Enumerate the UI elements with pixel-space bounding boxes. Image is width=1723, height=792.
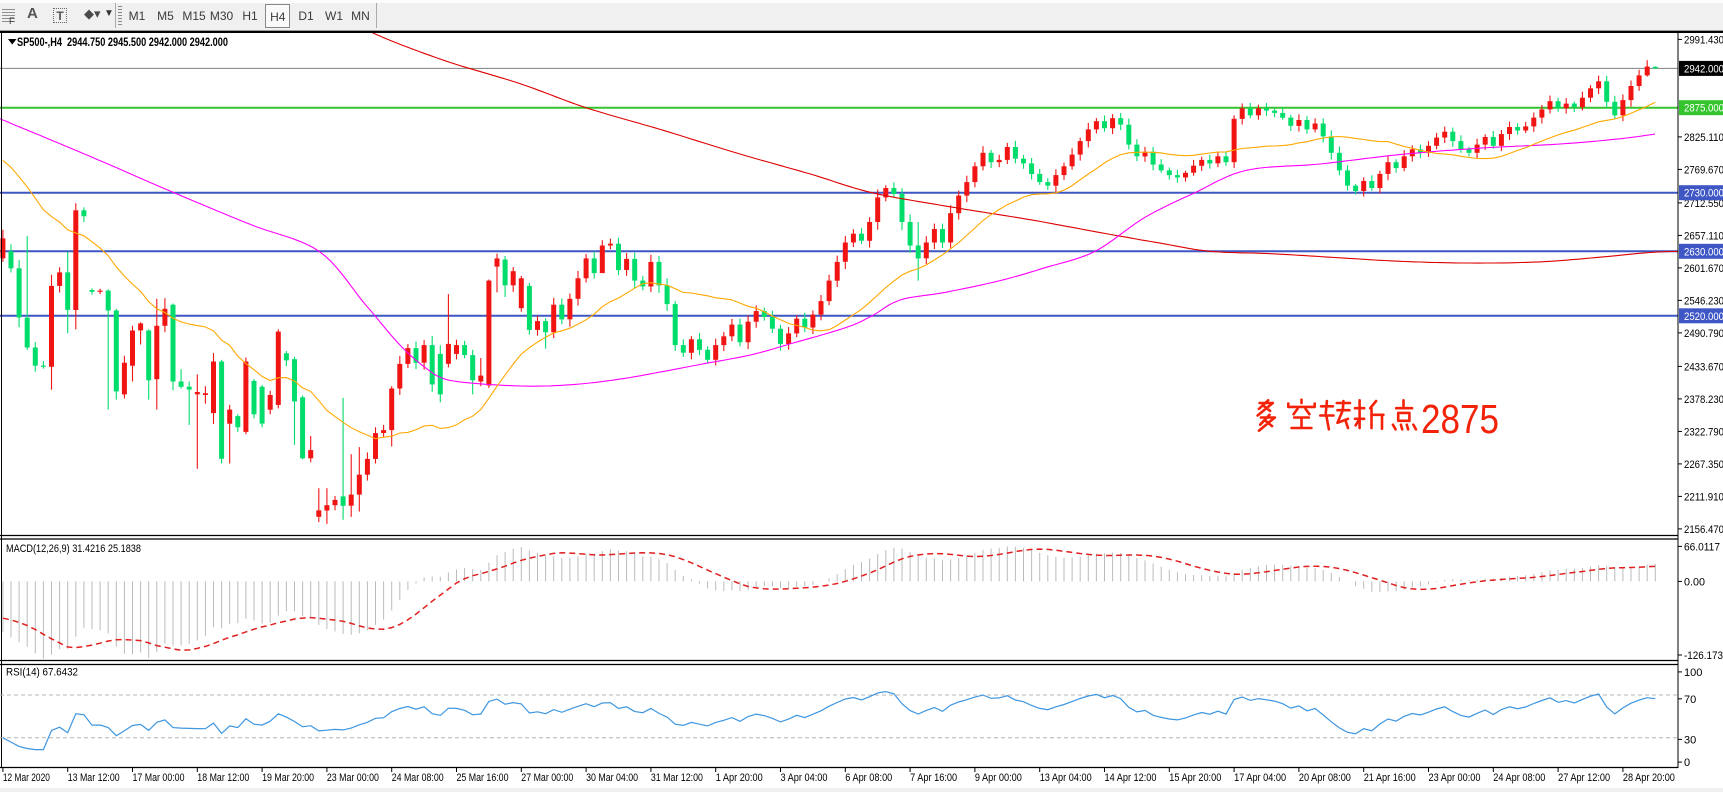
svg-text:100: 100 bbox=[1684, 667, 1702, 679]
svg-text:19 Mar 20:00: 19 Mar 20:00 bbox=[262, 772, 314, 784]
svg-text:24 Mar 08:00: 24 Mar 08:00 bbox=[392, 772, 444, 784]
svg-text:2433.670: 2433.670 bbox=[1684, 361, 1723, 373]
svg-text:2490.790: 2490.790 bbox=[1684, 328, 1723, 340]
svg-text:24 Apr 08:00: 24 Apr 08:00 bbox=[1493, 772, 1545, 784]
svg-text:20 Apr 08:00: 20 Apr 08:00 bbox=[1299, 772, 1351, 784]
svg-text:27 Mar 00:00: 27 Mar 00:00 bbox=[521, 772, 573, 784]
svg-text:3 Apr 04:00: 3 Apr 04:00 bbox=[781, 772, 828, 784]
svg-text:6 Apr 08:00: 6 Apr 08:00 bbox=[845, 772, 892, 784]
svg-text:2875: 2875 bbox=[1421, 396, 1499, 442]
svg-text:2378.230: 2378.230 bbox=[1684, 394, 1723, 406]
svg-text:17 Mar 00:00: 17 Mar 00:00 bbox=[133, 772, 185, 784]
svg-text:0.00: 0.00 bbox=[1684, 576, 1705, 588]
svg-text:7 Apr 16:00: 7 Apr 16:00 bbox=[910, 772, 957, 784]
svg-text:2730.000: 2730.000 bbox=[1684, 188, 1723, 200]
svg-text:23 Mar 00:00: 23 Mar 00:00 bbox=[327, 772, 379, 784]
svg-text:28 Apr 20:00: 28 Apr 20:00 bbox=[1623, 772, 1675, 784]
svg-text:2991.430: 2991.430 bbox=[1684, 34, 1723, 46]
svg-text:2630.000: 2630.000 bbox=[1684, 246, 1723, 258]
svg-text:30: 30 bbox=[1684, 734, 1696, 746]
svg-text:MACD(12,26,9) 31.4216 25.1838: MACD(12,26,9) 31.4216 25.1838 bbox=[6, 543, 141, 555]
svg-text:1 Apr 20:00: 1 Apr 20:00 bbox=[716, 772, 763, 784]
svg-text:13 Apr 04:00: 13 Apr 04:00 bbox=[1040, 772, 1092, 784]
svg-text:2520.000: 2520.000 bbox=[1684, 311, 1723, 323]
svg-text:9 Apr 00:00: 9 Apr 00:00 bbox=[975, 772, 1022, 784]
svg-text:66.0117: 66.0117 bbox=[1684, 541, 1720, 553]
svg-text:12 Mar 2020: 12 Mar 2020 bbox=[3, 772, 50, 784]
svg-text:13 Mar 12:00: 13 Mar 12:00 bbox=[68, 772, 120, 784]
svg-text:2601.670: 2601.670 bbox=[1684, 263, 1723, 275]
svg-text:18 Mar 12:00: 18 Mar 12:00 bbox=[197, 772, 249, 784]
svg-text:2211.910: 2211.910 bbox=[1684, 491, 1723, 503]
svg-text:2769.670: 2769.670 bbox=[1684, 164, 1723, 176]
svg-text:0: 0 bbox=[1684, 757, 1690, 769]
svg-text:2267.350: 2267.350 bbox=[1684, 459, 1723, 471]
svg-text:30 Mar 04:00: 30 Mar 04:00 bbox=[586, 772, 638, 784]
svg-text:14 Apr 12:00: 14 Apr 12:00 bbox=[1105, 772, 1157, 784]
svg-text:27 Apr 12:00: 27 Apr 12:00 bbox=[1558, 772, 1610, 784]
svg-text:2875.000: 2875.000 bbox=[1684, 103, 1723, 115]
svg-text:-126.173: -126.173 bbox=[1684, 650, 1723, 662]
svg-text:70: 70 bbox=[1684, 694, 1696, 706]
svg-text:RSI(14) 67.6432: RSI(14) 67.6432 bbox=[6, 667, 78, 679]
svg-text:2322.790: 2322.790 bbox=[1684, 426, 1723, 438]
svg-text:2942.000: 2942.000 bbox=[1684, 63, 1723, 75]
svg-text:2156.470: 2156.470 bbox=[1684, 524, 1723, 536]
svg-text:15 Apr 20:00: 15 Apr 20:00 bbox=[1169, 772, 1221, 784]
svg-text:2712.550: 2712.550 bbox=[1684, 198, 1723, 210]
svg-text:SP500-,H4 2944.750 2945.500 2: SP500-,H4 2944.750 2945.500 2942.000 294… bbox=[17, 35, 228, 49]
svg-text:31 Mar 12:00: 31 Mar 12:00 bbox=[651, 772, 703, 784]
svg-text:25 Mar 16:00: 25 Mar 16:00 bbox=[457, 772, 509, 784]
svg-text:17 Apr 04:00: 17 Apr 04:00 bbox=[1234, 772, 1286, 784]
svg-text:23 Apr 00:00: 23 Apr 00:00 bbox=[1429, 772, 1481, 784]
svg-text:2825.110: 2825.110 bbox=[1684, 132, 1723, 144]
svg-text:2657.110: 2657.110 bbox=[1684, 230, 1723, 242]
svg-text:21 Apr 16:00: 21 Apr 16:00 bbox=[1364, 772, 1416, 784]
svg-text:2546.230: 2546.230 bbox=[1684, 295, 1723, 307]
